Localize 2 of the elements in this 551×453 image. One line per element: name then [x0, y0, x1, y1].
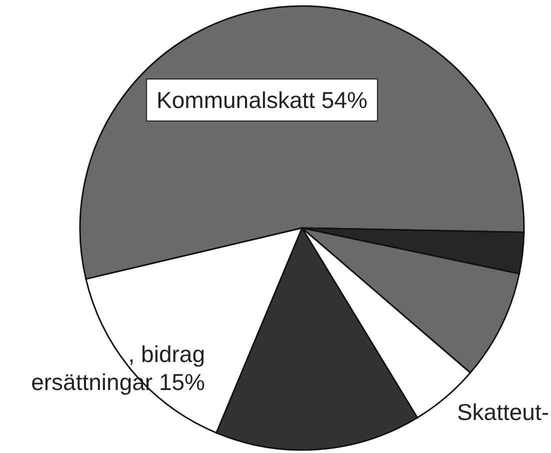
slice-label: Skatteut-: [456, 399, 549, 425]
slice-label: Kommunalskatt 54%: [156, 87, 368, 113]
